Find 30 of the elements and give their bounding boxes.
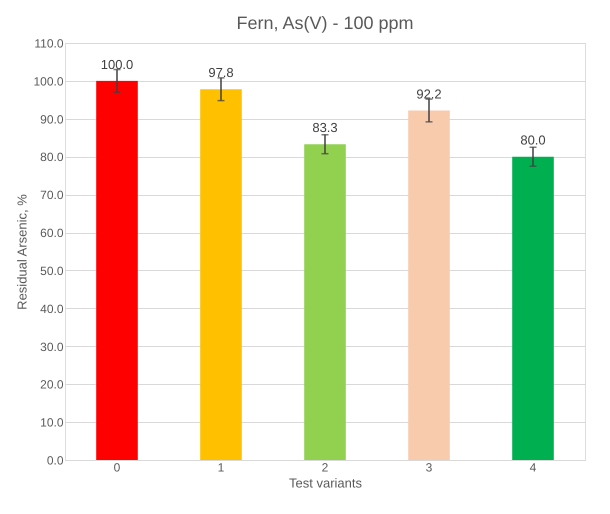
bar [200,89,242,460]
y-tick-label: 80.0 [40,150,64,164]
y-tick-label: 70.0 [40,188,64,202]
data-label: 92.2 [416,86,442,102]
x-tick-label: 4 [530,460,537,474]
y-tick-label: 90.0 [40,112,64,126]
y-tick-label: 110.0 [34,36,64,50]
data-label: 83.3 [312,120,338,136]
y-tick-label: 30.0 [40,340,64,354]
bar [96,80,138,460]
y-tick-label: 40.0 [40,302,64,316]
y-tick-label: 60.0 [40,226,64,240]
y-tick-label: 100.0 [33,74,64,88]
data-label: 100.0 [100,56,134,72]
bar [304,144,346,460]
chart-title: Fern, As(V) - 100 ppm [236,13,414,33]
y-tick-label: 10.0 [40,416,64,430]
bar [408,110,450,460]
x-tick-label: 2 [322,460,329,474]
x-axis-title: Test variants [289,476,362,490]
x-tick-label: 1 [218,460,225,474]
y-axis-title: Residual Arsenic, % [14,194,30,310]
y-tick-label: 50.0 [40,264,64,278]
data-label: 80.0 [520,132,546,148]
y-tick-label: 0.0 [46,454,64,468]
y-tick-label: 20.0 [40,378,64,392]
x-tick-label: 0 [114,460,121,474]
data-label: 97.8 [208,65,234,80]
bar [512,156,554,460]
x-tick-label: 3 [426,460,433,474]
